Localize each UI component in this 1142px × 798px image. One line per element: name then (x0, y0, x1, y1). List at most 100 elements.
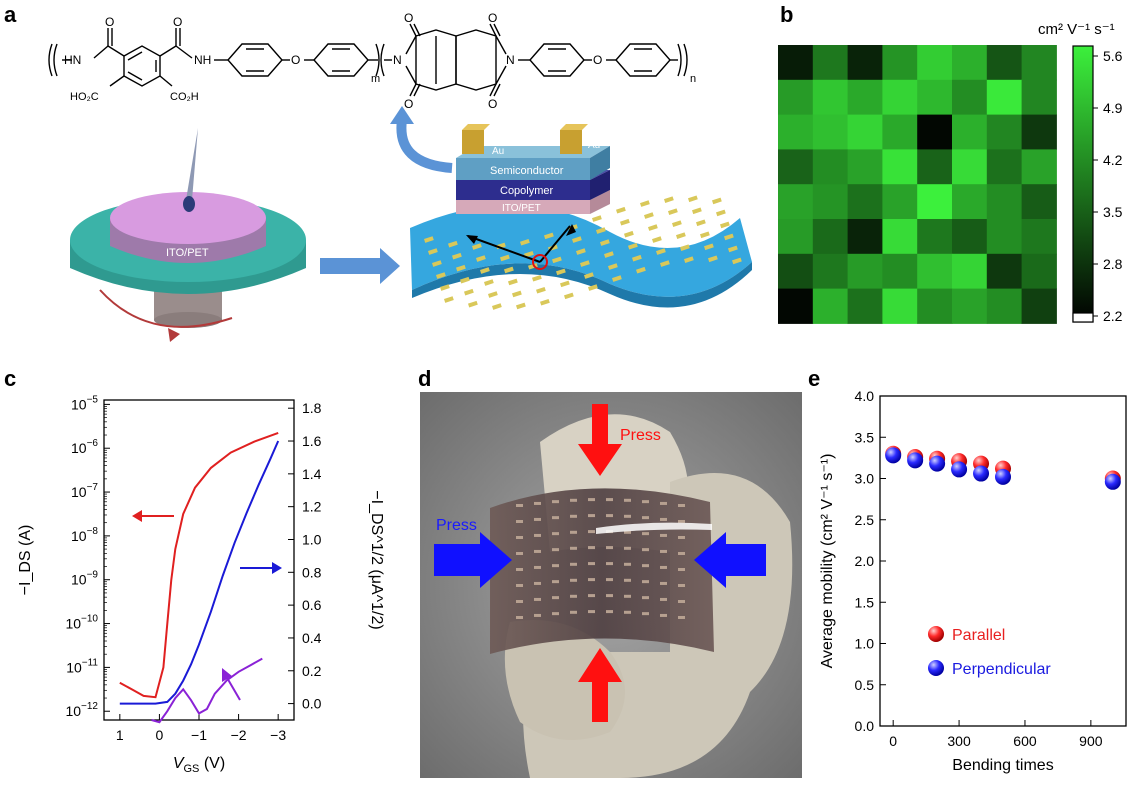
press-arrow-left-icon (434, 532, 512, 588)
electrode-pad (600, 239, 610, 246)
heatmap-cell (778, 184, 814, 220)
mobility-point (1104, 473, 1121, 490)
film-electrode (534, 581, 541, 585)
electrode-pad (540, 298, 550, 306)
film-electrode (534, 597, 541, 601)
mobility-point (907, 452, 924, 469)
transfer-curve-line (151, 657, 263, 724)
film-electrode (570, 498, 577, 502)
electrode-pad (476, 255, 486, 262)
press-arrow-right-icon (694, 532, 766, 588)
colorbar-tick-label: 2.2 (1103, 308, 1123, 324)
transfer-curve-line (119, 431, 279, 699)
electrode-pad (523, 250, 534, 258)
y-right-tick-label: 1.2 (302, 499, 322, 515)
film-electrode (624, 546, 631, 550)
transfer-curve-line (119, 440, 280, 705)
film-electrode (606, 546, 613, 550)
heatmap-cell (778, 288, 814, 324)
y-left-tick-label: 10−5 (71, 394, 98, 412)
electrode-pad (720, 221, 730, 229)
electrode-pad (660, 260, 670, 267)
film-electrode (642, 548, 649, 552)
heatmap-cell (1021, 79, 1057, 116)
y-right-tick-label: 0.0 (302, 696, 322, 712)
film-electrode (660, 533, 667, 537)
film-electrode (606, 562, 613, 566)
press-top-label: Press (620, 427, 661, 444)
electrode-pad (580, 260, 590, 267)
film-electrode (516, 584, 523, 587)
heatmap-cell (1021, 45, 1057, 81)
film-electrode (624, 498, 631, 502)
y-left-tick-label: 10−7 (71, 482, 98, 500)
device-array-substrate (410, 195, 752, 310)
film-electrode (678, 568, 685, 571)
x-axis-label: VGS (V) (173, 755, 225, 775)
heatmap-cell (917, 45, 953, 81)
colorbar-unit-label: cm² V⁻¹ s⁻¹ (1038, 21, 1115, 38)
film-electrode (588, 530, 595, 534)
electrode-pad (436, 272, 446, 279)
x-tick-label: 0 (889, 733, 897, 749)
heatmap-cell (952, 149, 988, 185)
electrode-pad (616, 206, 626, 214)
heatmap-cell (812, 114, 849, 150)
film-electrode (624, 578, 631, 582)
film-electrode (588, 610, 595, 614)
colorbar-tick-label: 4.2 (1103, 152, 1123, 168)
film-electrode (624, 562, 631, 566)
heatmap-cell (812, 79, 849, 116)
electrode-pad (608, 263, 618, 270)
electrode-pad (676, 232, 686, 239)
electrode-pad (560, 280, 570, 288)
film-electrode (552, 612, 559, 616)
film-electrode (606, 594, 613, 598)
y-tick-label: 1.0 (855, 636, 875, 652)
electrode-pad (692, 207, 702, 215)
heatmap-cell (917, 184, 953, 220)
panel-letter-b: b (780, 2, 794, 27)
electrode-pad (632, 254, 642, 262)
film-electrode (552, 580, 559, 584)
heatmap-cell (917, 114, 953, 150)
panel-a-figure: HN NH O O O O HO₂C CO₂H m n N N O O O O … (48, 11, 752, 342)
film-electrode (552, 500, 559, 504)
electrode-pad (620, 218, 630, 226)
electrode-pad (644, 212, 654, 219)
film-electrode (642, 500, 649, 504)
film-electrode (534, 549, 541, 553)
film-electrode (570, 562, 577, 566)
electrode-pad (668, 208, 678, 215)
heatmap-cell (952, 184, 988, 220)
chemical-structure (48, 23, 688, 97)
heatmap-cell (1021, 253, 1057, 290)
heatmap-cell (812, 184, 849, 220)
y-right-axis-label: −I_DS^1/2 (μA^1/2) (368, 490, 385, 629)
x-tick-label: −2 (231, 727, 247, 743)
film-electrode (552, 564, 559, 568)
electrode-pad (536, 286, 546, 294)
electrode-pad (479, 267, 490, 274)
x-tick-label: 600 (1013, 733, 1037, 749)
electrode-pad (528, 262, 538, 270)
heatmap-cell (986, 184, 1023, 220)
colorbar-tick-label: 2.8 (1103, 256, 1123, 272)
device-stack: Au Au Semiconductor Copolymer ITO/PET (456, 124, 610, 214)
pipette-icon (186, 128, 198, 200)
heatmap-cell (778, 114, 814, 150)
x-tick-label: 1 (116, 727, 124, 743)
electrode-pad (592, 215, 602, 222)
electrode-pad (544, 232, 554, 240)
heatmap-cell (986, 149, 1023, 185)
x-tick-label: −3 (270, 727, 286, 743)
electrode-pad (648, 224, 658, 231)
mobility-point (995, 468, 1011, 485)
film-electrode (588, 498, 595, 502)
electrode-pad (636, 266, 646, 274)
droplet-icon (183, 196, 195, 212)
heatmap-cell (1021, 149, 1057, 185)
film-electrode (588, 578, 595, 582)
legend-label: Perpendicular (952, 661, 1051, 678)
colorbar-tick-label: 5.6 (1103, 48, 1123, 64)
